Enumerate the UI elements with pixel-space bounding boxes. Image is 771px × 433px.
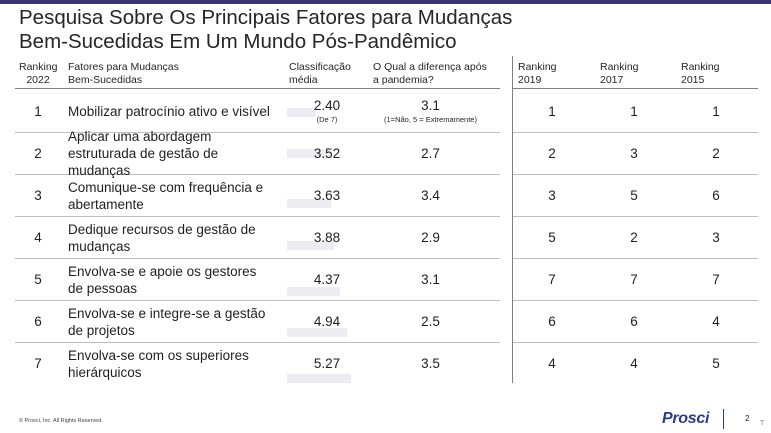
row-divider <box>513 300 758 301</box>
rank-2015-cell: 3 <box>712 230 720 245</box>
rank-2017-cell: 6 <box>630 314 638 329</box>
difference-cell: 2.9 <box>421 230 440 245</box>
row-divider <box>513 174 758 175</box>
rank-2017-cell: 3 <box>630 146 638 161</box>
score-cell: 3.63 <box>313 188 341 203</box>
rank-2019-cell: 3 <box>548 188 556 203</box>
row-divider <box>15 342 500 343</box>
prosci-logo: Prosci <box>662 410 710 427</box>
row-divider <box>513 132 758 133</box>
row-divider <box>513 216 758 217</box>
header-ranking-2017: Ranking 2017 <box>600 61 639 86</box>
header-pandemic-difference: O Qual a diferença após a pandemia? <box>373 61 487 86</box>
rank-2022-cell: 7 <box>34 356 42 371</box>
score-bar <box>287 328 347 337</box>
difference-cell: 3.4 <box>421 188 440 203</box>
difference-note: (1=Não, 5 = Extremamente) <box>384 115 477 124</box>
top-accent-bar <box>0 0 771 4</box>
table-group-separator <box>512 56 513 383</box>
rank-2022-cell: 1 <box>34 103 42 119</box>
header-divider-right <box>512 88 758 89</box>
score-bar <box>287 287 340 296</box>
logo-divider <box>723 409 724 429</box>
table-row: 7 Envolva-se com os superiores hierárqui… <box>0 343 771 384</box>
rank-2019-cell: 6 <box>548 314 556 329</box>
factor-cell: Mobilizar patrocínio ativo e visível <box>68 103 270 119</box>
rank-2015-cell: 5 <box>712 356 720 371</box>
page-number: 2 <box>745 414 750 423</box>
factor-cell: Envolva-se e apoie os gestores de pessoa… <box>68 263 257 296</box>
header-ranking-2019: Ranking 2019 <box>518 61 557 86</box>
rank-2017-cell: 2 <box>630 230 638 245</box>
factor-cell: Dedique recursos de gestão de mudanças <box>68 221 256 254</box>
rank-2015-cell: 2 <box>712 146 720 161</box>
score-value: 2.40 <box>313 98 341 113</box>
table-row: 1 Mobilizar patrocínio ativo e visível 2… <box>0 90 771 132</box>
side-mark: T <box>760 420 765 427</box>
difference-cell: 3.1 (1=Não, 5 = Extremamente) <box>368 90 493 132</box>
score-bar <box>287 199 331 208</box>
row-divider <box>15 174 500 175</box>
factor-cell: Aplicar uma abordagem estruturada de ges… <box>68 129 219 178</box>
difference-cell: 3.5 <box>421 356 440 371</box>
rank-2015-cell: 7 <box>712 272 720 287</box>
slide-title-line-2: Bem-Sucedidas Em Um Mundo Pós-Pandêmico <box>19 30 457 53</box>
difference-cell: 2.5 <box>421 314 440 329</box>
row-divider <box>15 216 500 217</box>
rank-2022-cell: 5 <box>34 272 42 287</box>
copyright-text: © Prosci, Inc. All Rights Reserved. <box>19 418 103 424</box>
score-cell: 3.52 <box>313 146 341 161</box>
difference-cell: 3.1 <box>421 272 440 287</box>
rank-2015-cell: 6 <box>712 188 720 203</box>
factor-cell: Envolva-se com os superiores hierárquico… <box>68 347 249 380</box>
rank-2017-cell: 5 <box>630 188 638 203</box>
slide-title: Pesquisa Sobre Os Principais Fatores par… <box>19 6 659 54</box>
factor-cell: Envolva-se e integre-se a gestão de proj… <box>68 305 266 338</box>
rank-2017-cell: 4 <box>630 356 638 371</box>
rank-2022-cell: 3 <box>34 188 42 203</box>
rank-2019-cell: 2 <box>548 146 556 161</box>
score-cell: 5.27 <box>313 356 341 371</box>
header-ranking-2022: Ranking 2022 <box>19 61 58 86</box>
rank-2017-cell: 1 <box>630 103 638 119</box>
difference-cell: 2.7 <box>421 146 440 161</box>
score-bar <box>287 374 351 383</box>
rank-2019-cell: 4 <box>548 356 556 371</box>
row-divider <box>15 132 500 133</box>
score-cell: 4.37 <box>313 272 341 287</box>
score-cell: 4.94 <box>313 314 341 329</box>
difference-value: 3.1 <box>421 98 440 113</box>
rank-2017-cell: 7 <box>630 272 638 287</box>
score-note: (De 7) <box>316 115 338 124</box>
header-divider-left <box>15 88 500 89</box>
table-row: 3 Comunique-se com frequência e abertame… <box>0 175 771 216</box>
header-factor: Fatores para Mudanças Bem-Sucedidas <box>68 61 179 86</box>
slide-title-line-1: Pesquisa Sobre Os Principais Fatores par… <box>19 6 513 29</box>
rank-2015-cell: 4 <box>712 314 720 329</box>
score-cell: 3.88 <box>313 230 341 245</box>
row-divider <box>513 342 758 343</box>
rank-2015-cell: 1 <box>712 103 720 119</box>
header-average-score: Classificação média <box>289 61 351 86</box>
score-bar <box>287 241 334 250</box>
rank-2019-cell: 7 <box>548 272 556 287</box>
row-divider <box>15 300 500 301</box>
rank-2019-cell: 5 <box>548 230 556 245</box>
rank-2019-cell: 1 <box>548 103 556 119</box>
table-row: 2 Aplicar uma abordagem estruturada de g… <box>0 129 771 178</box>
table-row: 5 Envolva-se e apoie os gestores de pess… <box>0 259 771 300</box>
rank-2022-cell: 4 <box>34 230 42 245</box>
score-cell: 2.40 (De 7) <box>298 90 356 132</box>
row-divider <box>513 258 758 259</box>
score-bar <box>287 108 316 117</box>
score-bar <box>287 149 330 158</box>
row-divider <box>15 258 500 259</box>
header-ranking-2015: Ranking 2015 <box>681 61 720 86</box>
table-row: 6 Envolva-se e integre-se a gestão de pr… <box>0 301 771 342</box>
factor-cell: Comunique-se com frequência e abertament… <box>68 179 264 212</box>
rank-2022-cell: 6 <box>34 314 42 329</box>
table-row: 4 Dedique recursos de gestão de mudanças… <box>0 217 771 258</box>
rank-2022-cell: 2 <box>34 146 42 161</box>
